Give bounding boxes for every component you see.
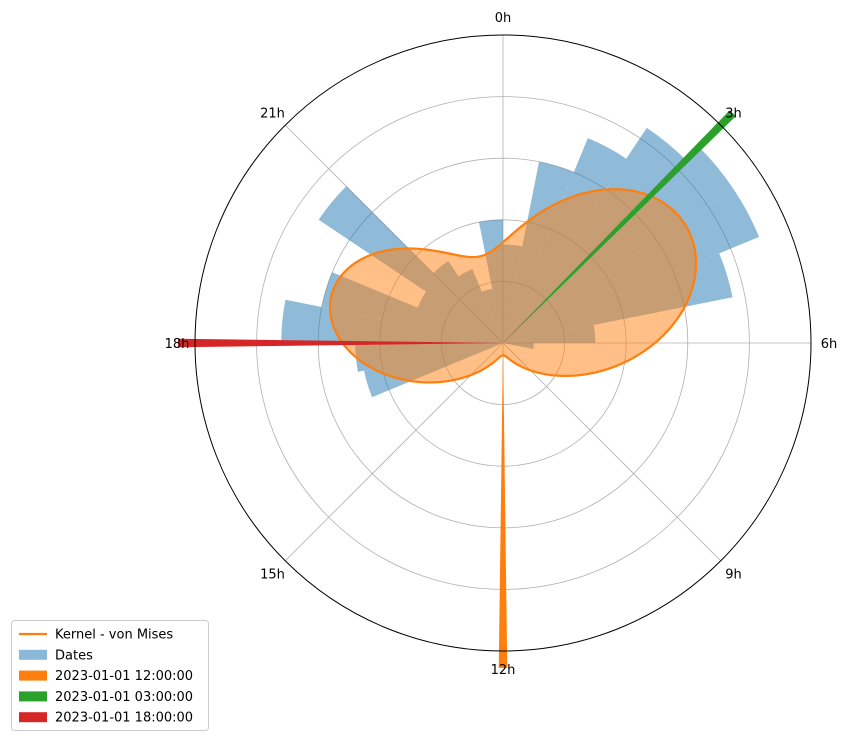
marker-bar-18h [178,338,504,348]
legend-label: Dates [55,648,93,663]
legend-patch-swatch [19,691,47,702]
legend-label: 2023-01-01 12:00:00 [55,669,193,684]
theta-tick-label: 21h [260,106,285,121]
theta-tick-label: 3h [725,106,742,121]
legend-label: Kernel - von Mises [55,628,173,643]
theta-grid-line-15h [284,342,504,562]
theta-tick-label: 0h [495,11,512,26]
legend-label: 2023-01-01 03:00:00 [55,690,193,705]
marker-bar-12h [498,343,508,668]
theta-ticks-layer: 0h 3h 6h 9h 12h 15h 18h 21h [165,11,838,678]
legend-patch-swatch [19,670,47,681]
kernel-layer [328,188,698,384]
kernel-fill [330,189,697,383]
polar-frame [194,34,812,652]
marker-bars-layer [178,34,812,668]
theta-tick-label: 15h [260,568,285,583]
marker-bar-3h [503,110,736,344]
theta-tick-label: 12h [491,663,516,678]
theta-tick-label: 6h [821,337,838,352]
legend-box [11,620,209,731]
legend: Kernel - von Mises Dates 2023-01-01 12:00:… [11,620,209,731]
legend-label: 2023-01-01 18:00:00 [55,711,193,726]
theta-tick-label: 18h [165,337,190,352]
theta-tick-label: 9h [725,568,742,583]
theta-grid-line-9h [502,342,722,562]
legend-patch-swatch [19,649,47,660]
legend-patch-swatch [19,712,47,723]
